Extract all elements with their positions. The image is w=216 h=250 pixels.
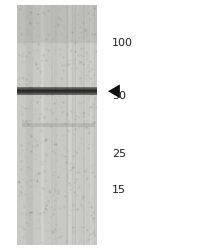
Bar xyxy=(25,5,28,245)
Bar xyxy=(91,5,95,245)
Bar xyxy=(17,87,97,88)
Bar xyxy=(17,5,97,43)
Bar xyxy=(85,5,86,245)
Text: 15: 15 xyxy=(112,185,126,195)
Bar xyxy=(69,5,72,245)
Text: 100: 100 xyxy=(112,38,133,48)
Bar xyxy=(75,5,76,245)
Bar xyxy=(69,5,70,245)
Bar xyxy=(17,94,97,95)
Bar xyxy=(25,5,30,245)
Bar xyxy=(17,5,97,245)
Bar xyxy=(17,91,97,92)
Bar xyxy=(41,5,44,245)
Bar xyxy=(17,88,97,89)
Bar xyxy=(17,93,97,94)
Bar xyxy=(90,5,93,245)
Polygon shape xyxy=(108,84,120,98)
Bar xyxy=(17,92,97,93)
Bar xyxy=(51,5,53,245)
Bar xyxy=(66,5,68,245)
Bar xyxy=(17,90,97,91)
Bar xyxy=(90,5,94,245)
Bar xyxy=(22,123,95,127)
Bar xyxy=(54,5,57,245)
Bar xyxy=(70,5,73,245)
Bar xyxy=(83,5,84,245)
Text: 25: 25 xyxy=(112,149,126,159)
Text: 50: 50 xyxy=(112,91,126,101)
Bar xyxy=(17,89,97,90)
Bar xyxy=(30,5,33,245)
Bar xyxy=(26,5,30,245)
Bar xyxy=(75,5,79,245)
